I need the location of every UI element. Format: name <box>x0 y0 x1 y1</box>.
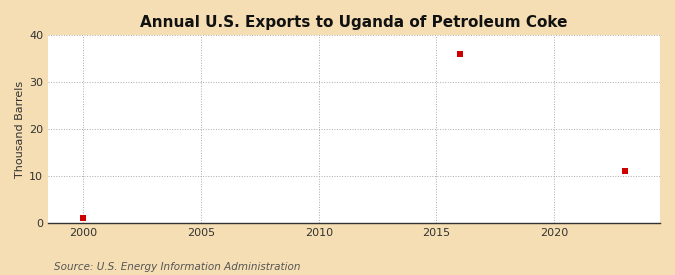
Title: Annual U.S. Exports to Uganda of Petroleum Coke: Annual U.S. Exports to Uganda of Petrole… <box>140 15 568 30</box>
Text: Source: U.S. Energy Information Administration: Source: U.S. Energy Information Administ… <box>54 262 300 272</box>
Point <box>78 216 89 221</box>
Point <box>619 169 630 174</box>
Y-axis label: Thousand Barrels: Thousand Barrels <box>15 81 25 178</box>
Point <box>454 52 465 56</box>
